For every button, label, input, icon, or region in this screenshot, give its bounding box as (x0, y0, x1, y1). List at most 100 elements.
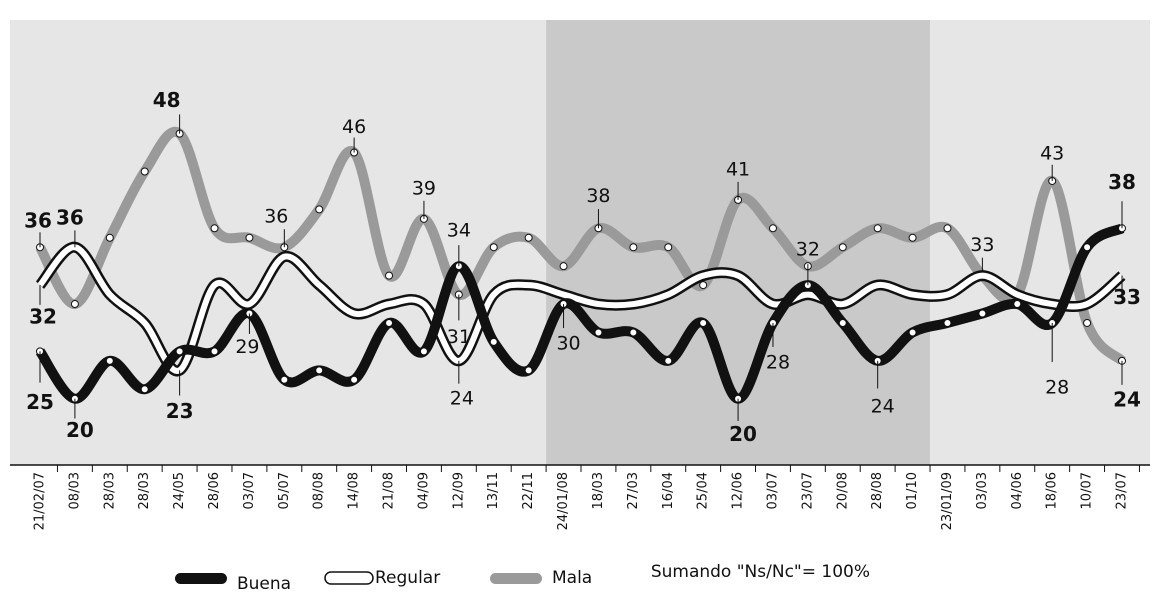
x-tick-label: 28/03 (137, 472, 152, 509)
x-tick-label: 24/05 (172, 472, 187, 509)
data-label: 28 (1045, 376, 1069, 398)
point (210, 224, 219, 233)
data-label: 31 (447, 326, 471, 348)
x-tick-label: 01/10 (905, 472, 920, 509)
data-label: 25 (26, 390, 54, 414)
x-tick-label: 10/07 (1080, 472, 1095, 509)
point (629, 328, 638, 337)
x-tick-label: 03/03 (975, 472, 990, 509)
x-tick-label: 28/06 (207, 472, 222, 509)
data-label: 23 (166, 399, 194, 423)
x-tick-label: 16/04 (661, 472, 676, 509)
x-tick-label: 03/07 (765, 472, 780, 509)
point (140, 167, 149, 176)
point (664, 356, 673, 365)
data-label: 48 (153, 88, 181, 112)
series-group: 32 36 23 24 33 (29, 206, 1141, 423)
point (873, 224, 882, 233)
x-tick-label: 14/08 (347, 472, 362, 509)
point (70, 300, 79, 309)
series-group: 36 48 36 46 39 31 38 41 33 43 24 (24, 88, 1141, 411)
x-tick-label: 08/03 (67, 472, 82, 509)
point (943, 224, 952, 233)
point (489, 243, 498, 252)
point (280, 375, 289, 384)
point (1013, 300, 1022, 309)
x-tick-label: 24/01/08 (556, 472, 571, 530)
point (664, 243, 673, 252)
x-tick-label: 28/08 (870, 472, 885, 509)
data-label: 36 (264, 206, 288, 228)
point (838, 243, 847, 252)
line (35, 223, 1125, 404)
legend-label: Regular (375, 568, 440, 588)
legend-swatch (490, 573, 542, 584)
point (768, 224, 777, 233)
x-tick-label: 28/03 (102, 472, 117, 509)
point (594, 328, 603, 337)
point (1083, 318, 1092, 327)
point (943, 318, 952, 327)
legend-swatch (175, 573, 227, 584)
x-tick-label: 05/07 (277, 472, 292, 509)
point (105, 356, 114, 365)
point (315, 366, 324, 375)
data-label: 36 (24, 209, 52, 233)
point (385, 271, 394, 280)
point (315, 205, 324, 214)
band (546, 20, 931, 465)
x-tick-label: 20/08 (835, 472, 850, 509)
point (524, 366, 533, 375)
note: Sumando "Ns/Nc"= 100% (651, 562, 870, 582)
x-tick-label: 23/01/09 (940, 472, 955, 530)
data-label: 24 (1113, 387, 1141, 411)
x-tick-label: 04/09 (416, 472, 431, 509)
point (489, 337, 498, 346)
point (350, 375, 359, 384)
data-label: 32 (29, 305, 57, 329)
point (245, 233, 254, 242)
x-tick-label: 18/03 (591, 472, 606, 509)
point (385, 318, 394, 327)
point (524, 233, 533, 242)
data-label: 46 (342, 116, 366, 138)
point (559, 262, 568, 271)
band (930, 20, 1150, 465)
x-tick-label: 12/09 (451, 472, 466, 509)
band (10, 20, 547, 465)
legend-swatch (324, 571, 374, 585)
x-tick-label: 21/08 (382, 472, 397, 509)
point (838, 318, 847, 327)
data-label: 29 (235, 336, 259, 358)
data-label: 38 (586, 185, 610, 207)
point (419, 347, 428, 356)
x-tick-label: 12/06 (731, 472, 746, 509)
line (37, 244, 1124, 374)
data-label: 24 (450, 387, 474, 409)
point (1083, 243, 1092, 252)
data-label: 41 (726, 158, 750, 180)
legend-label: Mala (552, 568, 592, 588)
data-label: 30 (556, 333, 580, 355)
x-tick-label: 27/03 (626, 472, 641, 509)
x-tick-label: 23/07 (1115, 472, 1130, 509)
data-label: 20 (729, 422, 757, 446)
x-tick-label: 03/07 (242, 472, 257, 509)
point (629, 243, 638, 252)
data-label: 38 (1108, 170, 1136, 194)
data-label: 24 (871, 395, 895, 417)
x-tick-label: 22/11 (521, 472, 536, 509)
point (908, 328, 917, 337)
series-group: 25 20 29 34 30 20 28 32 24 28 38 (26, 170, 1136, 446)
point (175, 347, 184, 356)
point (140, 385, 149, 394)
data-label: 20 (66, 418, 94, 442)
x-tick-label: 04/06 (1010, 472, 1025, 509)
point (699, 281, 708, 290)
data-label: 43 (1040, 142, 1064, 164)
point (105, 233, 114, 242)
data-label: 36 (56, 206, 84, 230)
x-tick-label: 25/04 (696, 472, 711, 509)
data-label: 34 (447, 220, 471, 242)
